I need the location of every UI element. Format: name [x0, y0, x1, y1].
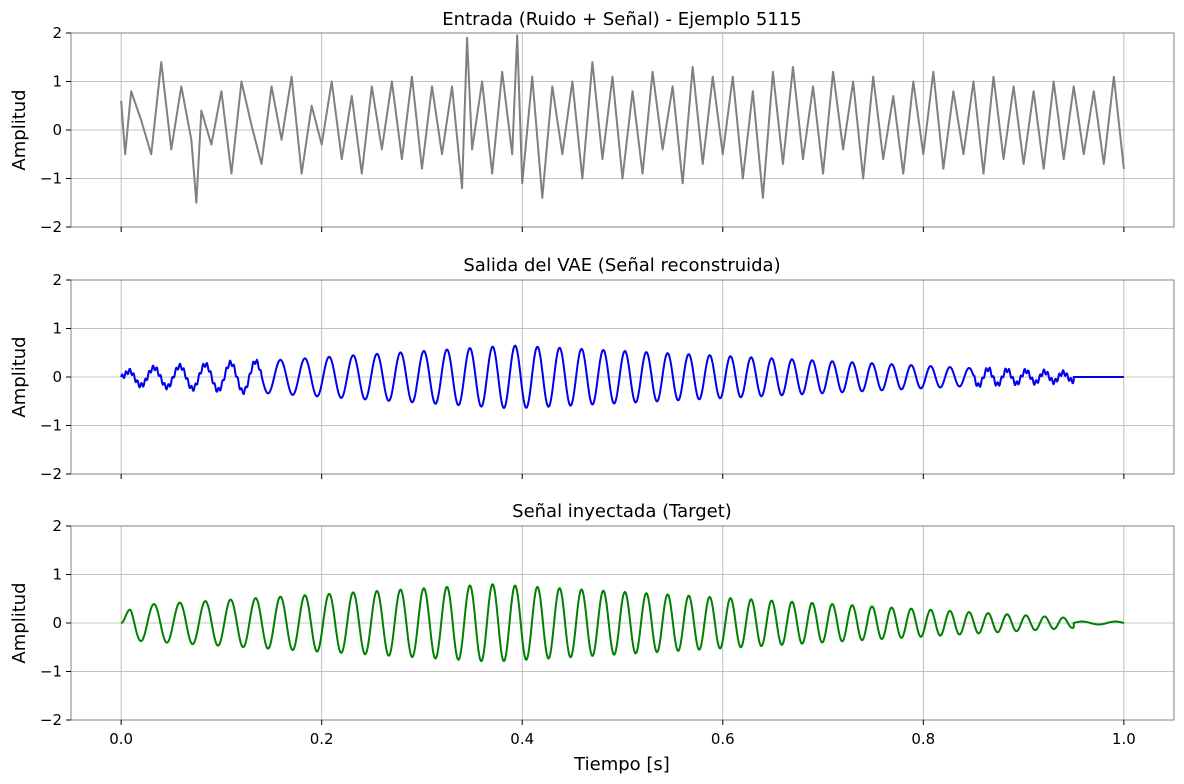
y-tick-label: 0	[52, 368, 62, 386]
x-tick-label: 0.4	[510, 730, 534, 748]
y-tick-label: −2	[40, 711, 62, 729]
series-path	[120, 583, 1125, 663]
panel-title: Entrada (Ruido + Señal) - Ejemplo 5115	[442, 9, 801, 30]
series-line	[120, 34, 1125, 204]
ticks: −2 −1 0 1 2	[40, 271, 1125, 483]
series-path	[120, 344, 1124, 409]
x-tick-label: 0.8	[911, 730, 935, 748]
y-tick-label: 2	[52, 24, 62, 42]
panel-input: Entrada (Ruido + Señal) - Ejemplo 5115 −…	[9, 9, 1175, 236]
x-tick-label: 0.0	[109, 730, 133, 748]
y-tick-label: 0	[52, 614, 62, 632]
panel-title: Señal inyectada (Target)	[512, 501, 732, 522]
x-tick-label: 0.2	[310, 730, 334, 748]
y-tick-label: 1	[52, 73, 62, 91]
y-tick-label: 0	[52, 121, 62, 139]
panel-target: Señal inyectada (Target) −2 −1 0 1 2 0.0 0.2 0.…	[9, 501, 1175, 775]
panel-title: Salida del VAE (Señal reconstruida)	[463, 255, 780, 276]
x-axis-label: Tiempo [s]	[573, 754, 670, 775]
y-tick-label: −2	[40, 218, 62, 236]
y-tick-label: −2	[40, 465, 62, 483]
x-tick-label: 1.0	[1112, 730, 1136, 748]
y-tick-label: −1	[40, 170, 62, 188]
x-tick-label: 0.6	[711, 730, 735, 748]
series-path	[120, 34, 1125, 204]
y-tick-label: −1	[40, 417, 62, 435]
y-tick-label: 2	[52, 517, 62, 535]
ticks: −2 −1 0 1 2	[40, 24, 1125, 236]
y-axis-label: Amplitud	[9, 582, 30, 663]
y-axis-label: Amplitud	[9, 89, 30, 170]
series-line	[120, 583, 1125, 663]
y-axis-label: Amplitud	[9, 336, 30, 417]
y-tick-label: −1	[40, 663, 62, 681]
panel-output: Salida del VAE (Señal reconstruida) −2 −1…	[9, 255, 1175, 483]
ticks: −2 −1 0 1 2 0.0 0.2 0.4 0.6 0.8 1.0	[40, 517, 1136, 748]
y-tick-label: 2	[52, 271, 62, 289]
y-tick-label: 1	[52, 566, 62, 584]
series-line	[120, 344, 1124, 409]
y-tick-label: 1	[52, 320, 62, 338]
